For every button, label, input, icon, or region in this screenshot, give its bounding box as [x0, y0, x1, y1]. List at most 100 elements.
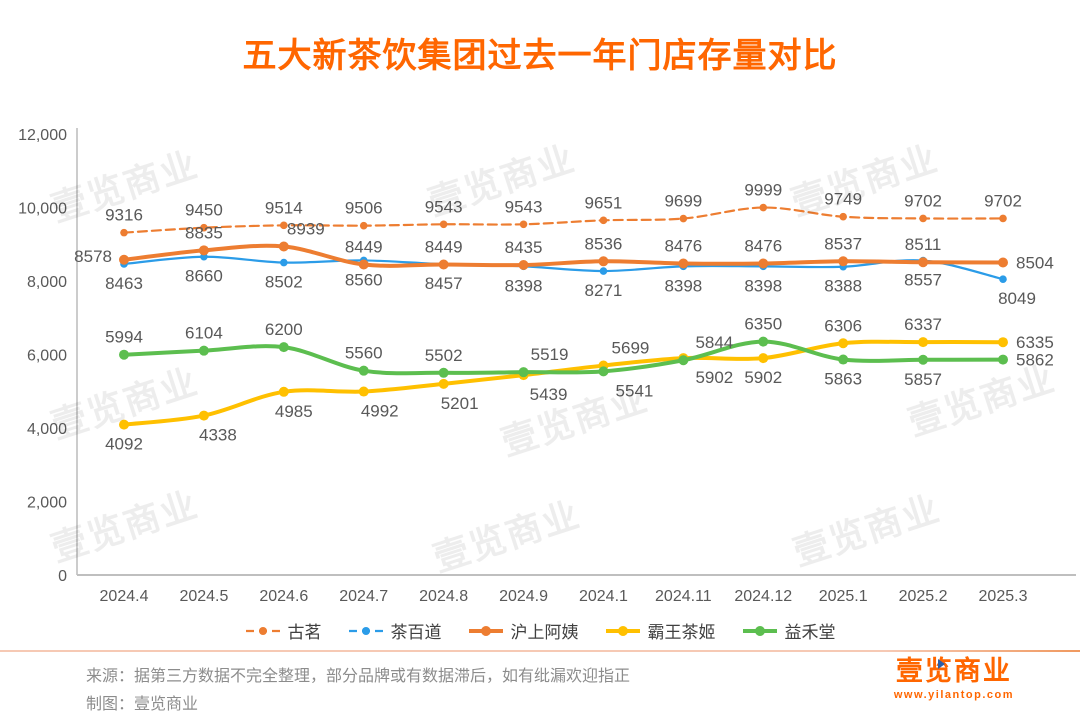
data-label: 8939: [287, 219, 325, 238]
legend-marker-icon: [245, 626, 280, 635]
legend-item-label: 霸王茶姬: [647, 623, 716, 642]
data-label: 4992: [361, 402, 399, 421]
brand-logo-text: 壹览商业: [895, 656, 1012, 686]
data-point: [358, 259, 369, 270]
legend-marker-icon: [348, 626, 383, 635]
data-point: [278, 241, 289, 252]
data-label: 6306: [824, 316, 862, 335]
data-label: 9651: [585, 193, 623, 212]
data-point: [758, 258, 769, 269]
brand-logo: 壹览商业 www.yilantop.com: [894, 658, 1014, 701]
data-label: 5857: [904, 370, 942, 389]
data-label: 5439: [530, 385, 568, 404]
data-label: 8557: [904, 271, 942, 290]
data-label: 5862: [1016, 351, 1054, 370]
legend-marker-icon: [468, 625, 503, 636]
data-label: 9699: [664, 192, 702, 211]
data-point: [438, 259, 449, 270]
data-point: [438, 367, 449, 378]
x-tick-label: 2024.11: [655, 588, 712, 605]
data-label: 5699: [612, 339, 650, 358]
data-label: 5902: [744, 368, 782, 387]
data-point: [518, 260, 529, 271]
data-label: 9543: [425, 197, 463, 216]
data-point: [358, 365, 369, 376]
x-tick-label: 2024.5: [179, 588, 228, 605]
data-label: 9702: [904, 191, 942, 210]
data-label: 9506: [345, 199, 383, 218]
data-label: 8502: [265, 273, 303, 292]
data-point: [438, 378, 449, 389]
data-label: 8835: [185, 223, 223, 242]
x-tick-label: 2024.7: [339, 588, 388, 605]
legend-marker-icon: [742, 625, 777, 636]
y-tick-label: 6,000: [27, 348, 67, 365]
data-label: 6104: [185, 324, 223, 343]
data-label: 8398: [744, 276, 782, 295]
series-line-古茗: [122, 206, 1005, 234]
data-point: [280, 258, 288, 267]
data-label: 8560: [345, 270, 383, 289]
data-point: [119, 349, 129, 360]
data-point: [678, 258, 689, 269]
data-point: [759, 203, 768, 212]
series-line-沪上阿姨: [122, 243, 1005, 268]
y-tick-label: 0: [58, 568, 67, 585]
data-point: [278, 386, 289, 397]
data-point: [358, 386, 369, 397]
legend-item-label: 古茗: [287, 623, 322, 642]
data-point: [198, 410, 209, 421]
data-point: [198, 245, 209, 256]
legend-item-茶百道: 茶百道: [348, 618, 442, 643]
footer-divider: [0, 650, 1080, 652]
data-point: [758, 353, 769, 364]
data-label: 9702: [984, 191, 1022, 210]
data-label: 6350: [744, 315, 782, 334]
data-label: 5994: [105, 328, 143, 347]
data-point: [439, 220, 448, 229]
y-tick-label: 4,000: [27, 421, 67, 438]
data-label: 9316: [105, 206, 143, 225]
data-label: 8457: [425, 274, 463, 293]
x-tick-label: 2025.3: [979, 588, 1028, 605]
data-label: 8537: [824, 234, 862, 253]
x-tick-label: 2025.1: [819, 588, 868, 605]
legend-item-label: 茶百道: [390, 623, 442, 642]
y-tick-label: 12,000: [18, 127, 67, 144]
data-label: 5201: [441, 394, 479, 413]
data-point: [120, 228, 128, 237]
x-tick-label: 2025.2: [899, 588, 948, 605]
data-label: 8504: [1016, 253, 1054, 272]
data-point: [838, 354, 849, 365]
data-point: [999, 275, 1007, 283]
data-label: 8476: [664, 237, 702, 256]
data-label: 8435: [505, 238, 543, 257]
page-title: 五大新茶饮集团过去一年门店存量对比: [242, 37, 838, 75]
data-label: 8398: [505, 276, 543, 295]
credit-note: 制图：壹览商业: [86, 696, 199, 713]
legend-item-label: 益禾堂: [784, 623, 836, 642]
data-label: 5541: [616, 381, 654, 400]
brand-logo-url: www.yilantop.com: [893, 689, 1014, 701]
chart-legend: 古茗 茶百道 沪上阿姨 霸王茶姬 益禾堂: [0, 618, 1080, 643]
data-label: 9450: [185, 201, 223, 220]
data-label: 5863: [824, 370, 862, 389]
x-tick-label: 2024.6: [259, 588, 308, 605]
data-label: 9999: [744, 181, 782, 200]
legend-item-霸王茶姬: 霸王茶姬: [605, 618, 716, 643]
data-label: 9543: [505, 197, 543, 216]
data-point: [919, 214, 927, 223]
legend-item-label: 沪上阿姨: [510, 623, 579, 642]
data-point: [998, 337, 1008, 348]
data-label: 8449: [425, 237, 463, 256]
store-count-line-chart: 0 2,000 4,000 6,000 8,000 10,000 12,000 2024.4 2…: [18, 127, 1076, 605]
data-point: [599, 267, 608, 275]
logo-triangle-icon: [937, 659, 945, 669]
data-label: 9749: [824, 190, 862, 209]
data-label: 8388: [824, 277, 862, 296]
chart-area: 0 2,000 4,000 6,000 8,000 10,000 12,000 2024.4 2…: [18, 127, 1076, 605]
data-label: 4092: [105, 435, 143, 454]
x-tick-label: 2024.12: [734, 588, 792, 605]
data-label: 6337: [904, 315, 942, 334]
x-tick-label: 2024.4: [100, 588, 149, 605]
